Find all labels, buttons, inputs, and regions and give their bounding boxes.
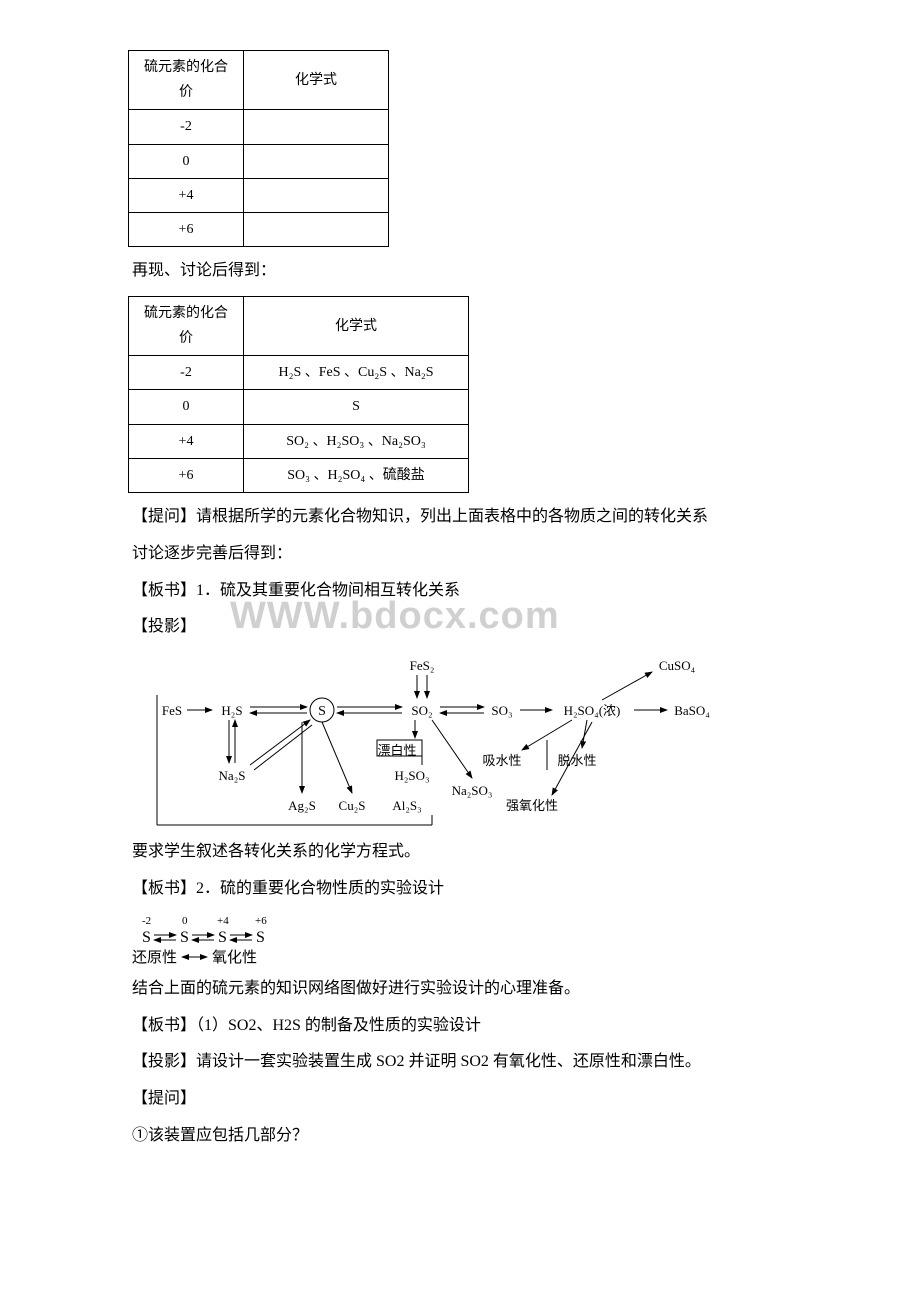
table-cell: -2 <box>129 110 244 144</box>
svg-text:S: S <box>180 929 189 946</box>
table-cell <box>244 178 389 212</box>
paragraph: 【投影】 <box>100 613 820 642</box>
paragraph: 结合上面的硫元素的知识网络图做好进行实验设计的心理准备。 <box>100 975 820 1004</box>
table-cell <box>244 110 389 144</box>
oxidation-state-table-filled: 硫元素的化合价 化学式 -2H₂S 、FeS 、Cu₂S 、Na₂S 0S +4… <box>128 296 469 493</box>
svg-text:FeS₂: FeS₂ <box>410 658 435 673</box>
table-cell: SO₃ 、H₂SO₄ 、硫酸盐 <box>244 458 469 492</box>
svg-text:H₂SO₃: H₂SO₃ <box>394 768 429 783</box>
table-cell: 0 <box>129 390 244 424</box>
paragraph: 【投影】请设计一套实验装置生成 SO2 并证明 SO2 有氧化性、还原性和漂白性… <box>100 1048 820 1077</box>
svg-text:S: S <box>256 929 265 946</box>
paragraph: 【板书】（1）SO2、H2S 的制备及性质的实验设计 <box>100 1012 820 1041</box>
svg-text:强氧化性: 强氧化性 <box>506 798 558 813</box>
svg-text:+4: +4 <box>217 915 229 927</box>
oxidizing-label: 氧化性 <box>212 949 257 966</box>
table-cell: S <box>244 390 469 424</box>
paragraph: 再现、讨论后得到： <box>100 257 820 286</box>
table-cell: +4 <box>129 178 244 212</box>
svg-text:S: S <box>142 929 151 946</box>
svg-text:CuSO₄: CuSO₄ <box>659 658 696 673</box>
svg-text:FeS: FeS <box>162 703 182 718</box>
paragraph: 【板书】1．硫及其重要化合物间相互转化关系 <box>100 577 820 606</box>
table-cell: SO₂ 、H₂SO₃ 、Na₂SO₃ <box>244 424 469 458</box>
table-header: 化学式 <box>244 51 389 110</box>
svg-text:Cu₂S: Cu₂S <box>339 798 366 813</box>
oxidation-scale-svg: -2 0 +4 +6 S S S S 还原性 氧化性 <box>132 912 362 967</box>
svg-text:+6: +6 <box>255 915 267 927</box>
svg-text:吸水性: 吸水性 <box>482 753 521 768</box>
diagram-svg: FeS H₂S S FeS₂ SO₂ SO₃ H₂SO₄(浓) CuSO₄ BaSO₄ Na₂S 漂… <box>132 650 732 830</box>
conversion-diagram: FeS H₂S S FeS₂ SO₂ SO₃ H₂SO₄(浓) CuSO₄ BaSO₄ Na₂S 漂… <box>132 650 820 830</box>
svg-text:BaSO₄: BaSO₄ <box>674 703 710 718</box>
table-cell <box>244 144 389 178</box>
table-cell <box>244 212 389 246</box>
svg-text:Al₂S₃: Al₂S₃ <box>392 798 421 813</box>
svg-text:H₂SO₄(浓): H₂SO₄(浓) <box>564 703 621 718</box>
svg-text:H₂S: H₂S <box>221 703 242 718</box>
paragraph: 要求学生叙述各转化关系的化学方程式。 <box>100 838 820 867</box>
table-cell: +4 <box>129 424 244 458</box>
paragraph: 【提问】 <box>100 1085 820 1114</box>
svg-text:Na₂SO₃: Na₂SO₃ <box>452 783 493 798</box>
svg-text:SO₃: SO₃ <box>491 703 512 718</box>
table-cell: 0 <box>129 144 244 178</box>
table-header: 化学式 <box>244 296 469 355</box>
svg-text:-2: -2 <box>142 915 151 927</box>
svg-text:漂白性: 漂白性 <box>377 743 416 758</box>
table-cell: +6 <box>129 212 244 246</box>
paragraph: 【提问】请根据所学的元素化合物知识，列出上面表格中的各物质之间的转化关系 <box>100 503 820 532</box>
table-header: 硫元素的化合价 <box>129 296 244 355</box>
paragraph: 讨论逐步完善后得到： <box>100 540 820 569</box>
paragraph: 【板书】2．硫的重要化合物性质的实验设计 <box>100 875 820 904</box>
table-cell: -2 <box>129 356 244 390</box>
svg-text:S: S <box>318 704 326 719</box>
table-cell: H₂S 、FeS 、Cu₂S 、Na₂S <box>244 356 469 390</box>
svg-text:SO₂: SO₂ <box>411 703 432 718</box>
svg-text:Na₂S: Na₂S <box>219 768 246 783</box>
paragraph: ①该装置应包括几部分？ <box>100 1122 820 1151</box>
oxidation-scale-diagram: -2 0 +4 +6 S S S S 还原性 氧化性 <box>132 912 820 967</box>
svg-text:0: 0 <box>182 915 188 927</box>
table-header: 硫元素的化合价 <box>129 51 244 110</box>
oxidation-state-table-blank: 硫元素的化合价 化学式 -2 0 +4 +6 <box>128 50 389 247</box>
svg-text:S: S <box>218 929 227 946</box>
svg-text:脱水性: 脱水性 <box>557 753 596 768</box>
table-cell: +6 <box>129 458 244 492</box>
svg-text:Ag₂S: Ag₂S <box>288 798 316 813</box>
reducing-label: 还原性 <box>132 949 177 966</box>
